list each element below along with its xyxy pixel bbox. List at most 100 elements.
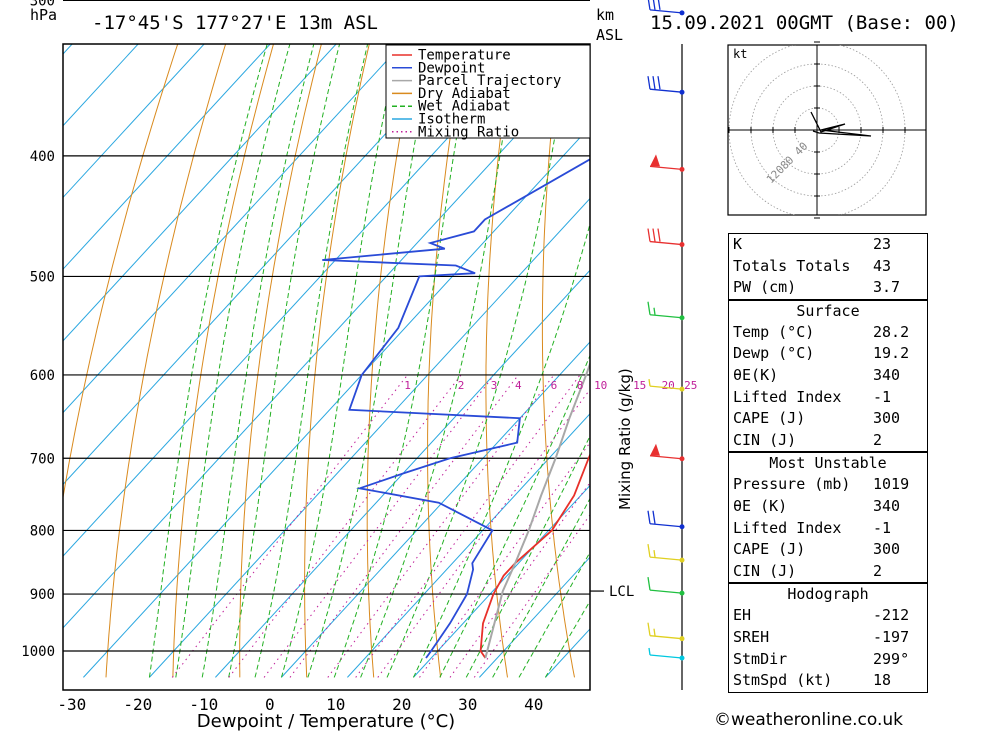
pressure-tick-label: 600: [30, 368, 55, 384]
dry-adiabat-line: [172, 44, 275, 678]
isotherm-line: [0, 0, 46, 677]
isotherm-line: [63, 44, 337, 342]
temperature-tick-label: 40: [524, 695, 543, 714]
mixing-ratio-axis-label: Mixing Ratio (g/kg): [616, 368, 634, 510]
isotherm-line: [63, 44, 271, 270]
lcl-marker: LCL: [590, 584, 634, 600]
isotherm-line: [413, 484, 590, 678]
surface-label: CAPE (J): [733, 409, 806, 428]
credit: ©weatheronline.co.uk: [714, 710, 904, 730]
surface-row: θE(K) 340: [729, 365, 927, 387]
temperature-line: [479, 452, 590, 659]
hodograph-unit: kt: [733, 47, 747, 61]
dewpoint-line: [322, 158, 590, 659]
dry-adiabat-line: [105, 44, 227, 678]
profiles: [322, 158, 590, 659]
wind-barb: [649, 443, 685, 462]
legend-entry: Isotherm: [418, 112, 485, 128]
most-unstable-label: CAPE (J): [733, 540, 806, 559]
surface-label: θE(K): [733, 365, 779, 384]
pressure-tick-label: 400: [30, 149, 55, 165]
wind-barb: [648, 647, 685, 661]
surface-row: Lifted Index -1: [729, 387, 927, 409]
wet-adiabat-line: [465, 435, 590, 678]
mixing-ratio-label: 15: [633, 379, 646, 392]
temperature-tick-label: -20: [123, 695, 152, 714]
hodograph-label: EH: [733, 606, 752, 625]
wet-adiabat-line: [201, 44, 315, 678]
isotherm-line: [347, 412, 590, 678]
mixing-ratio-line: [327, 374, 555, 678]
most-unstable-value: 1019: [873, 475, 910, 494]
surface-label: Lifted Index: [733, 387, 842, 406]
dry-adiabat-line: [541, 44, 575, 678]
isotherm-line: [63, 44, 403, 414]
most-unstable-row: CAPE (J) 300: [729, 539, 927, 561]
wind-barb: [647, 622, 685, 642]
mixing-ratio-line: [419, 441, 590, 678]
axis-labels: 300 400 500 600 700 800 900 1000 -30 -20 -10 0 10 20 3…: [21, 0, 543, 714]
surface-value: 340: [873, 365, 901, 384]
wet-adiabat-line: [307, 44, 434, 678]
dry-adiabat-line: [366, 44, 418, 678]
indices-table: K 23 Totals Totals 43 PW (cm) 3.7 Surface T…: [728, 233, 928, 693]
hodograph-row: StmDir 299°: [729, 649, 927, 671]
grid-lines: [0, 0, 1000, 678]
dry-adiabat-line: [988, 0, 1000, 677]
most-unstable-label: CIN (J): [733, 561, 797, 580]
hodograph-trace: [810, 111, 872, 137]
surface-label: Dewp (°C): [733, 344, 815, 363]
dry-adiabat-line: [63, 44, 179, 501]
wet-adiabat-line: [228, 44, 341, 678]
dry-adiabat-line: [427, 44, 466, 678]
hodograph-label: StmSpd (kt): [733, 671, 833, 690]
isotherm-line: [83, 126, 590, 678]
hodograph-value: -197: [873, 627, 910, 646]
wet-adiabat-line: [386, 44, 571, 678]
pw-row: PW (cm) 3.7: [729, 277, 927, 299]
wind-barb: [647, 0, 685, 16]
most-unstable-row: Lifted Index -1: [729, 518, 927, 540]
mixing-ratio-line: [263, 374, 495, 678]
tt-value: 43: [873, 256, 892, 275]
wet-adiabat-line: [360, 44, 519, 678]
pressure-tick-label: 700: [30, 451, 55, 467]
wind-barb: [647, 228, 685, 248]
isotherm-line: [63, 44, 139, 127]
location-title: -17°45'S 177°27'E 13m ASL: [92, 12, 378, 34]
tt-row: Totals Totals 43: [729, 256, 927, 278]
most-unstable-value: 340: [873, 496, 901, 515]
mixing-ratio-label: 3: [491, 379, 498, 392]
wet-adiabat-line: [439, 354, 590, 678]
mixing-ratio-line: [289, 374, 519, 678]
mixing-ratio-line: [355, 374, 581, 678]
most-unstable-row: Pressure (mb) 1019: [729, 474, 927, 496]
hodograph-row: StmSpd (kt) 18: [729, 670, 927, 692]
hodograph-row: EH -212: [729, 605, 927, 627]
surface-value: 2: [873, 430, 883, 449]
temperature-tick-label: 0: [265, 695, 275, 714]
wet-adiabat-line: [148, 44, 268, 678]
mixing-ratio-label: 25: [684, 379, 697, 392]
surface-value: 300: [873, 409, 901, 428]
most-unstable-row: θE (K) 340: [729, 496, 927, 518]
mixing-ratio-line: [473, 514, 590, 678]
legend-entry: Wet Adiabat: [418, 99, 511, 115]
most-unstable-value: 2: [873, 561, 883, 580]
temperature-tick-label: 30: [458, 695, 477, 714]
surface-label: Temp (°C): [733, 322, 815, 341]
surface-value: -1: [873, 387, 892, 406]
isotherm-line: [149, 197, 590, 678]
wind-barb: [649, 154, 685, 172]
dry-adiabat-line: [304, 44, 370, 678]
wet-adiabat-line: [175, 44, 291, 678]
mixing-ratio-line: [377, 388, 590, 678]
pressure-tick-label: 1000: [21, 644, 55, 660]
most-unstable-label: Lifted Index: [733, 518, 842, 537]
surface-title: Surface: [729, 299, 927, 322]
mixing-ratio-label: 8: [577, 379, 584, 392]
hodograph-label: StmDir: [733, 649, 788, 668]
x-axis-label: Dewpoint / Temperature (°C): [197, 711, 455, 732]
hodograph-value: 299°: [873, 649, 910, 668]
